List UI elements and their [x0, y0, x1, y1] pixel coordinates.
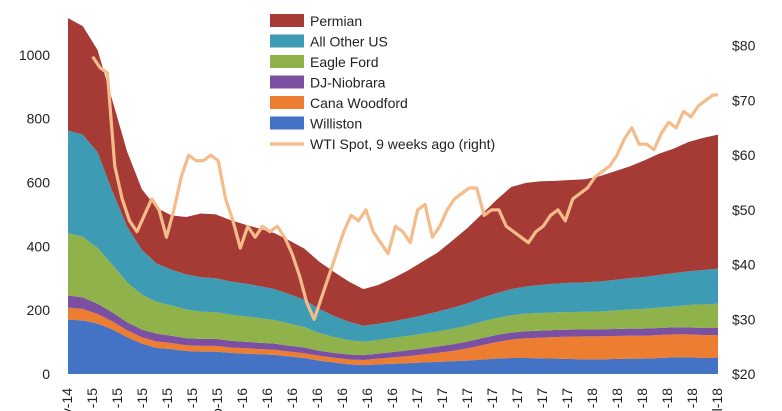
x-tick-label: -17 — [534, 388, 550, 408]
x-tick-label: -16 — [309, 388, 325, 408]
legend-label-eagle-ford: Eagle Ford — [310, 54, 378, 70]
x-tick-label: -15 — [134, 388, 150, 408]
y2-tick-label: $70 — [732, 92, 756, 108]
stacked-areas — [68, 18, 718, 374]
legend-label-williston: Williston — [310, 116, 362, 132]
x-tick-label: -17 — [509, 388, 525, 408]
wti-line-layer — [91, 55, 718, 321]
x-tick-label: -17 — [559, 388, 575, 408]
legend-swatch-all-other-us — [270, 34, 304, 48]
x-tick-label: v-14 — [59, 388, 75, 411]
x-tick-label: -16 — [334, 388, 350, 408]
y-tick-label: 800 — [27, 111, 51, 127]
y2-tick-label: $80 — [732, 38, 756, 54]
left-axis: 020040060080010001200 — [19, 47, 51, 382]
x-tick-label: o-15 — [209, 388, 225, 411]
area-williston — [68, 319, 718, 374]
x-tick-label: -17 — [409, 388, 425, 408]
y2-tick-label: $60 — [732, 147, 756, 163]
area-all-other-us — [68, 130, 718, 342]
legend-swatch-cana-woodford — [270, 96, 304, 109]
x-tick-label: -15 — [184, 388, 200, 408]
x-tick-label: -18 — [684, 388, 700, 408]
area-permian — [68, 18, 718, 326]
x-tick-label: -15 — [109, 388, 125, 408]
y2-tick-label: $30 — [732, 311, 756, 327]
area-dj-niobrara — [68, 295, 718, 360]
x-tick-label: -16 — [359, 388, 375, 408]
x-tick-label: -17 — [484, 388, 500, 408]
y2-tick-label: $40 — [732, 257, 756, 273]
x-tick-label: -18 — [584, 388, 600, 408]
legend-swatch-permian — [270, 14, 304, 27]
legend-swatch-eagle-ford — [270, 55, 304, 68]
y-tick-label: 0 — [42, 366, 50, 382]
y-tick-label: 600 — [27, 175, 51, 191]
x-tick-label: -17 — [434, 388, 450, 408]
x-tick-label: -16 — [384, 388, 400, 408]
line-wti-spot — [91, 55, 718, 321]
y-tick-label: 1000 — [19, 47, 50, 63]
legend-label-dj-niobrara: DJ-Niobrara — [310, 75, 386, 91]
x-axis: v-14 -15 -15 -15 -15 -15 o-15 -16 -16 -16 -16 -16 -1… — [59, 388, 725, 411]
x-tick-label: -18 — [659, 388, 675, 408]
area-eagle-ford — [68, 233, 718, 356]
right-axis: $20$30$40$50$60$70$80$90 — [732, 38, 756, 382]
y-tick-label: 200 — [27, 302, 51, 318]
legend-label-all-other-us: All Other US — [310, 34, 388, 50]
legend-swatch-williston — [270, 116, 304, 130]
legend-label-permian: Permian — [310, 13, 362, 29]
x-tick-label: l-18 — [709, 388, 725, 411]
x-tick-label: -18 — [609, 388, 625, 408]
x-tick-label: -16 — [259, 388, 275, 408]
legend-swatch-dj-niobrara — [270, 75, 304, 89]
y2-tick-label: $20 — [732, 366, 756, 382]
area-cana-woodford — [68, 307, 718, 366]
x-tick-label: -16 — [284, 388, 300, 408]
y2-tick-label: $50 — [732, 202, 756, 218]
legend-label-cana-woodford: Cana Woodford — [310, 95, 408, 111]
x-tick-label: -15 — [159, 388, 175, 408]
legend: Permian All Other US Eagle Ford DJ-Niobrara… — [270, 13, 495, 152]
x-tick-label: -18 — [634, 388, 650, 408]
x-tick-label: -17 — [459, 388, 475, 408]
legend-label-wti-spot: WTI Spot, 9 weeks ago (right) — [310, 136, 495, 152]
x-tick-label: -15 — [84, 388, 100, 408]
x-tick-label: -16 — [234, 388, 250, 408]
y-tick-label: 400 — [27, 238, 51, 254]
